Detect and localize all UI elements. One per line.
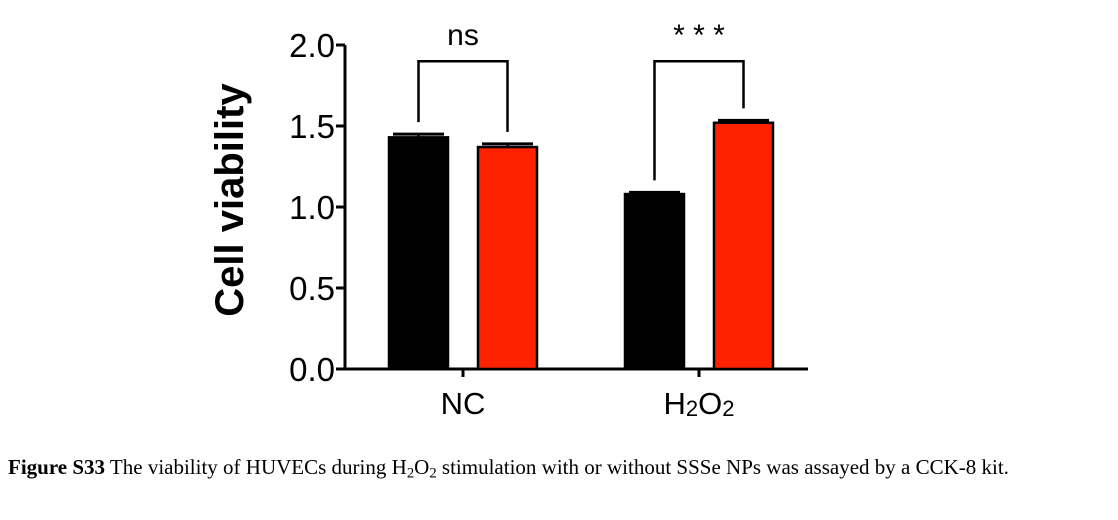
significance-bracket [417,59,509,132]
x-tick-label: H2O2 [663,386,734,421]
caption-label: Figure S33 [8,455,106,479]
bar-nc-series-1 [387,136,450,371]
x-tick-label: NC [441,386,486,421]
caption-mid: O [414,455,430,479]
bar-chart: 0.00.51.01.52.0NC H2O2 ns * * * Cell viabi… [208,19,808,421]
y-axis-label: Cell viability [208,83,252,317]
y-tick-label: 2.0 [289,27,335,64]
figure-caption: Figure S33 The viability of HUVECs durin… [8,452,1108,483]
caption-sub-2: 2 [429,465,437,482]
caption-text-before: The viability of HUVECs during H [105,455,407,479]
x-tick-label-part: H [663,386,685,421]
significance-label: ns [447,19,479,52]
significance-annotations: ns * * * [417,19,745,181]
x-tick-label-part: NC [441,386,486,421]
caption-sub-1: 2 [406,465,415,482]
caption-text-after: stimulation with or without SSSe NPs was… [436,455,1009,479]
y-tick-label: 1.5 [289,108,335,145]
chart-axes: 0.00.51.01.52.0NC H2O2 [289,27,808,421]
y-tick-label: 1.0 [289,189,335,226]
bar-h2o2-series-2 [712,121,775,371]
x-tick-label-part: 2 [722,396,734,421]
bar-h2o2-series-1 [623,192,686,371]
bar-nc-series-2 [476,145,539,371]
significance-label: * * * [673,19,725,52]
chart-bars [387,118,775,371]
y-tick-label: 0.5 [289,270,335,307]
y-tick-label: 0.0 [289,351,335,388]
x-tick-label-part: O [698,386,722,421]
significance-bracket [653,59,745,181]
x-tick-label-part: 2 [686,396,698,421]
